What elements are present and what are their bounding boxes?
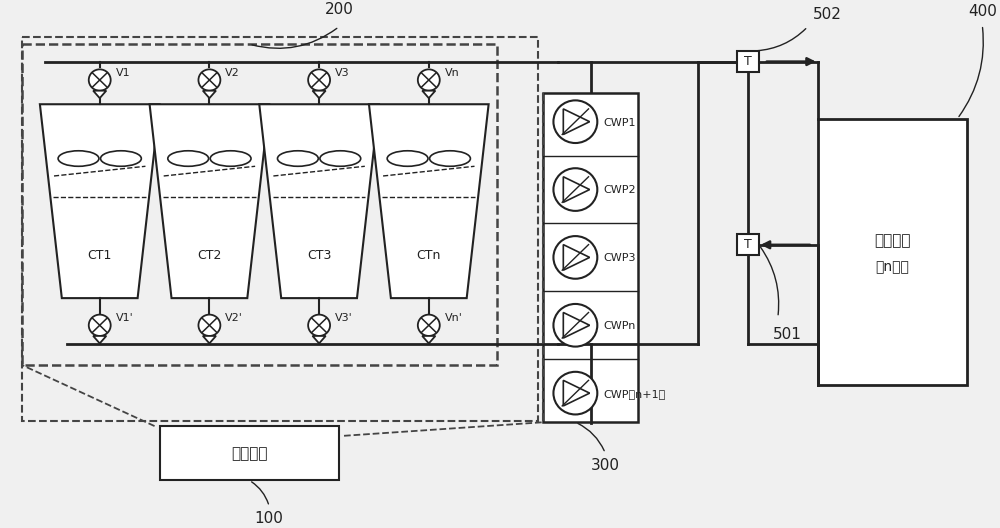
- Polygon shape: [150, 104, 269, 298]
- Circle shape: [89, 315, 111, 336]
- Circle shape: [89, 69, 111, 91]
- Text: CT3: CT3: [307, 249, 331, 262]
- Circle shape: [553, 100, 597, 143]
- FancyBboxPatch shape: [737, 51, 759, 72]
- Text: 冷水机组: 冷水机组: [874, 233, 911, 248]
- Text: 400: 400: [968, 4, 997, 19]
- Circle shape: [308, 69, 330, 91]
- Circle shape: [553, 168, 597, 211]
- Text: 控制装置: 控制装置: [231, 446, 268, 461]
- Text: 501: 501: [773, 327, 802, 342]
- Text: V2: V2: [225, 68, 240, 78]
- Polygon shape: [203, 336, 216, 343]
- Polygon shape: [203, 91, 216, 98]
- Text: （n台）: （n台）: [876, 261, 909, 275]
- Polygon shape: [259, 104, 379, 298]
- Circle shape: [553, 372, 597, 414]
- FancyBboxPatch shape: [737, 234, 759, 256]
- Circle shape: [418, 315, 440, 336]
- Text: CTn: CTn: [417, 249, 441, 262]
- Polygon shape: [93, 91, 106, 98]
- Circle shape: [198, 69, 220, 91]
- Circle shape: [418, 69, 440, 91]
- Circle shape: [198, 315, 220, 336]
- Text: 300: 300: [591, 458, 620, 473]
- FancyBboxPatch shape: [543, 92, 638, 422]
- Text: 100: 100: [255, 512, 284, 526]
- Text: 200: 200: [325, 2, 353, 17]
- Polygon shape: [422, 336, 435, 343]
- Text: CT2: CT2: [197, 249, 222, 262]
- Text: V3': V3': [335, 314, 353, 323]
- Text: V1': V1': [116, 314, 133, 323]
- Text: Vn: Vn: [445, 68, 459, 78]
- Text: CWP3: CWP3: [603, 253, 636, 263]
- Text: CWPn: CWPn: [603, 321, 636, 331]
- Text: CT1: CT1: [88, 249, 112, 262]
- Text: Vn': Vn': [445, 314, 463, 323]
- Polygon shape: [313, 336, 326, 343]
- FancyBboxPatch shape: [160, 426, 339, 480]
- Text: V1: V1: [116, 68, 130, 78]
- Polygon shape: [313, 91, 326, 98]
- Text: CWP（n+1）: CWP（n+1）: [603, 389, 666, 399]
- Polygon shape: [93, 336, 106, 343]
- Text: T: T: [744, 238, 752, 251]
- Polygon shape: [422, 91, 435, 98]
- Text: 502: 502: [813, 7, 842, 22]
- Circle shape: [553, 236, 597, 279]
- FancyBboxPatch shape: [818, 119, 967, 385]
- Text: T: T: [744, 55, 752, 68]
- Text: V3: V3: [335, 68, 350, 78]
- Polygon shape: [369, 104, 489, 298]
- Polygon shape: [40, 104, 160, 298]
- Circle shape: [553, 304, 597, 346]
- Text: CWP1: CWP1: [603, 118, 636, 128]
- Circle shape: [308, 315, 330, 336]
- Text: CWP2: CWP2: [603, 185, 636, 195]
- Text: V2': V2': [225, 314, 243, 323]
